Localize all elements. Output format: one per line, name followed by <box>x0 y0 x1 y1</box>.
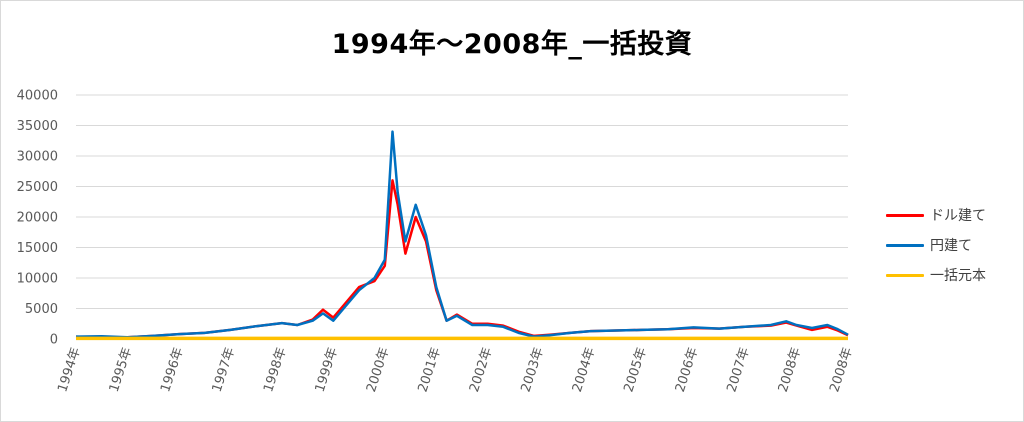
x-tick-label: 2007年 <box>724 346 753 394</box>
y-tick-label: 30000 <box>17 150 58 165</box>
x-tick-label: 1996年 <box>158 346 187 394</box>
y-tick-label: 5000 <box>25 302 58 317</box>
y-tick-label: 15000 <box>17 241 58 256</box>
x-tick-label: 2000年 <box>364 346 393 394</box>
x-tick-label: 1995年 <box>107 346 136 394</box>
x-tick-label: 1994年 <box>55 346 84 394</box>
x-tick-label: 2008年 <box>827 346 856 394</box>
legend-label-usd: ドル建て <box>930 208 986 224</box>
x-tick-label: 1998年 <box>261 346 290 394</box>
x-tick-label: 2004年 <box>570 346 599 394</box>
x-tick-label: 2006年 <box>673 346 702 394</box>
x-tick-label: 2005年 <box>621 346 650 394</box>
y-tick-label: 10000 <box>17 272 58 287</box>
x-tick-label: 2003年 <box>518 346 547 394</box>
legend-swatch-principal <box>886 273 924 277</box>
x-tick-label: 2001年 <box>416 346 445 394</box>
x-tick-label: 1999年 <box>313 346 342 394</box>
x-tick-labels: 1994年 1995年 1996年 1997年 1998年 1999年 2000年 2001年… <box>55 346 856 394</box>
legend-swatch-usd <box>886 213 924 217</box>
x-tick-label: 2008年 <box>776 346 805 394</box>
series-line-jpy <box>75 130 849 339</box>
y-tick-label: 25000 <box>17 180 58 195</box>
series-lines <box>75 130 849 341</box>
y-tick-label: 35000 <box>17 119 58 134</box>
legend-item-jpy: 円建て <box>886 230 1016 260</box>
legend-label-jpy: 円建て <box>930 238 972 254</box>
legend-item-principal: 一括元本 <box>886 260 1016 290</box>
chart-title: 1994年～2008年_一括投資 <box>331 29 693 60</box>
x-tick-label: 2002年 <box>467 346 496 394</box>
y-tick-label: 0 <box>50 333 58 348</box>
y-tick-labels: 0 5000 10000 15000 20000 25000 30000 35000 40000 <box>17 89 58 348</box>
x-tick-label: 1997年 <box>210 346 239 394</box>
legend-label-principal: 一括元本 <box>930 268 986 284</box>
legend-item-usd: ドル建て <box>886 200 1016 230</box>
gridlines <box>76 94 848 340</box>
y-tick-label: 40000 <box>17 89 58 104</box>
y-tick-label: 20000 <box>17 211 58 226</box>
legend-swatch-jpy <box>886 243 924 247</box>
legend: ドル建て 円建て 一括元本 <box>886 200 1016 290</box>
series-line-usd <box>75 179 849 340</box>
